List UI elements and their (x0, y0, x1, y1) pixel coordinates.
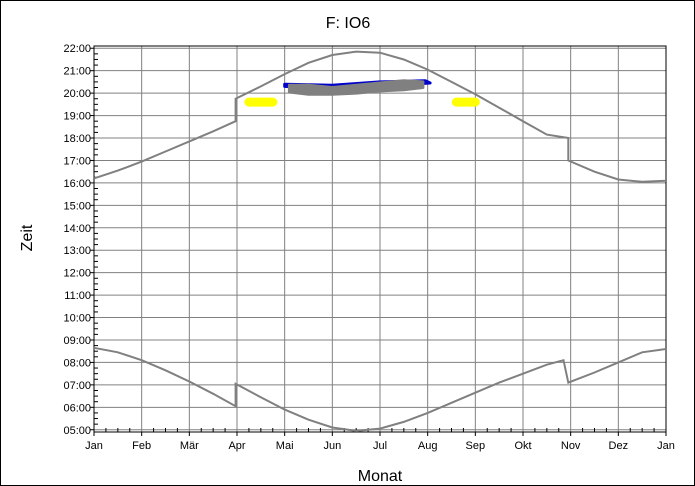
y-tick-label: 07:00 (63, 380, 91, 392)
y-tick-label: 16:00 (63, 178, 91, 190)
x-tick-label: Nov (561, 440, 581, 452)
x-tick-label: Aug (418, 440, 438, 452)
y-tick-label: 12:00 (63, 268, 91, 280)
x-tick-label: Feb (132, 440, 151, 452)
y-tick-label: 05:00 (63, 425, 91, 437)
y-tick-label: 19:00 (63, 111, 91, 123)
y-axis-title: Zeit (19, 224, 36, 251)
y-tick-label: 13:00 (63, 245, 91, 257)
x-tick-label: Mär (180, 440, 199, 452)
y-tick-label: 11:00 (64, 290, 91, 302)
x-tick-label: Jan (657, 440, 675, 452)
series-band-3 (287, 79, 425, 96)
x-tick-label: Dez (609, 440, 629, 452)
chart-title: F: IO6 (326, 15, 371, 32)
series-line-1 (93, 346, 667, 432)
plot-area: 05:00 06:00 07:00 08:00 09:00 10:00 11:00 12:00… (63, 43, 674, 452)
x-tick-label: Apr (228, 440, 245, 452)
y-tick-label: 14:00 (63, 223, 91, 235)
y-tick-label: 06:00 (63, 402, 91, 414)
y-tick-label: 10:00 (63, 313, 91, 325)
x-tick-label: Sep (466, 440, 486, 452)
x-tick-label: Jan (85, 440, 103, 452)
x-tick-label: Jul (373, 440, 387, 452)
plot-border (93, 45, 667, 433)
y-tick-label: 20:00 (63, 88, 91, 100)
series-line-0 (93, 50, 667, 183)
y-tick-label: 21:00 (63, 66, 91, 78)
y-tick-label: 15:00 (63, 200, 91, 212)
x-tick-label: Okt (514, 440, 531, 452)
y-tick-label: 18:00 (63, 133, 91, 145)
x-axis-title: Monat (358, 468, 403, 485)
y-tick-label: 17:00 (63, 155, 91, 167)
y-tick-label: 09:00 (63, 335, 91, 347)
x-tick-label: Jun (323, 440, 341, 452)
y-tick-label: 08:00 (63, 357, 91, 369)
y-tick-label: 22:00 (63, 43, 91, 55)
x-tick-label: Mai (276, 440, 294, 452)
